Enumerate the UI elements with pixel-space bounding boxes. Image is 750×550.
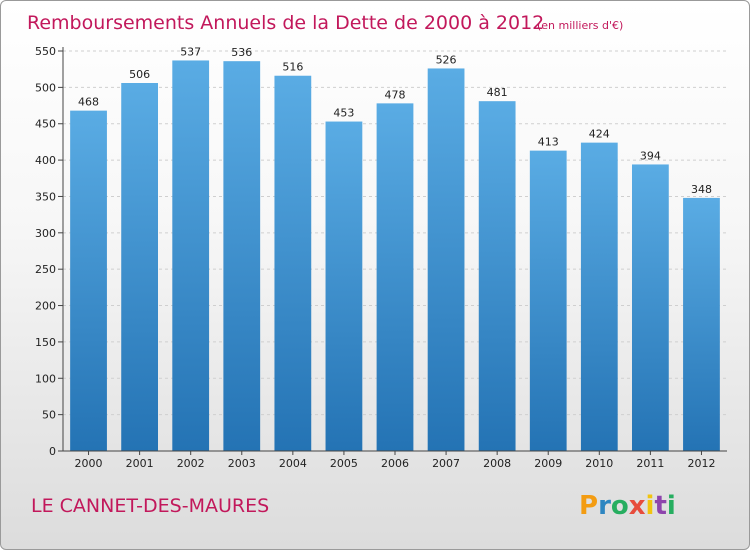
- value-label-2006: 478: [385, 88, 406, 101]
- value-label-2004: 516: [282, 61, 303, 74]
- value-label-2000: 468: [78, 96, 99, 109]
- y-tick-label: 100: [35, 372, 56, 385]
- x-tick-label-2012: 2012: [687, 457, 715, 470]
- value-label-2003: 536: [231, 46, 252, 59]
- logo-letter: t: [654, 491, 667, 521]
- bar-2011: [631, 164, 669, 452]
- x-tick-label-2010: 2010: [585, 457, 613, 470]
- y-tick-label: 350: [35, 190, 56, 203]
- x-tick-label-2007: 2007: [432, 457, 460, 470]
- bar-2000: [70, 110, 107, 452]
- logo-letter: r: [598, 491, 611, 521]
- logo-letter: x: [628, 491, 646, 521]
- y-tick-label: 200: [35, 300, 56, 313]
- bar-2012: [683, 197, 720, 451]
- y-tick-label: 250: [35, 263, 56, 276]
- value-label-2002: 537: [180, 45, 201, 58]
- bar-2009: [529, 150, 567, 452]
- y-tick-label: 400: [35, 154, 56, 167]
- axes: 0 50 100 150 200 250 300 350 400 450 500 550 2000 200…: [35, 45, 727, 470]
- bar-2006: [376, 103, 414, 451]
- commune-name: LE CANNET-DES-MAURES: [31, 495, 270, 517]
- value-label-2008: 481: [487, 86, 508, 99]
- x-tick-label-2005: 2005: [330, 457, 358, 470]
- logo-letter: i: [666, 491, 676, 521]
- x-tick-label-2003: 2003: [228, 457, 256, 470]
- x-tick-label-2008: 2008: [483, 457, 511, 470]
- value-label-2010: 424: [589, 128, 610, 141]
- x-tick-label-2009: 2009: [534, 457, 562, 470]
- x-tick-label-2001: 2001: [126, 457, 154, 470]
- y-tick-label: 300: [35, 227, 56, 240]
- value-label-2001: 506: [129, 68, 150, 81]
- proxiti-logo: Proxiti: [579, 491, 676, 521]
- value-label-2011: 394: [640, 149, 661, 162]
- logo-letter: P: [579, 491, 599, 521]
- y-tick-label: 450: [35, 118, 56, 131]
- x-tick-label-2004: 2004: [279, 457, 307, 470]
- bar-2005: [325, 121, 363, 451]
- bar-2001: [121, 83, 159, 451]
- bar-2007: [427, 68, 465, 452]
- x-tick-label-2000: 2000: [75, 457, 103, 470]
- chart-title: Remboursements Annuels de la Dette de 20…: [27, 12, 544, 34]
- bar-2004: [274, 75, 312, 452]
- y-tick-label: 50: [42, 409, 56, 422]
- bar-2008: [478, 101, 516, 451]
- value-label-2007: 526: [436, 53, 457, 66]
- value-label-2005: 453: [333, 107, 354, 120]
- bar-2002: [172, 60, 210, 452]
- y-tick-label: 150: [35, 336, 56, 349]
- bars: 468 506 537 536 516 453 478 526 481 413 424 394 348: [70, 45, 720, 452]
- value-label-2009: 413: [538, 136, 559, 149]
- logo-letter: o: [610, 491, 629, 521]
- bar-2010: [580, 142, 618, 452]
- value-label-2012: 348: [691, 183, 712, 196]
- bar-2003: [223, 61, 261, 451]
- chart-subtitle: (en milliers d'€): [537, 19, 623, 32]
- x-tick-label-2006: 2006: [381, 457, 409, 470]
- y-tick-label: 0: [49, 445, 56, 458]
- y-tick-label: 550: [35, 45, 56, 58]
- logo-letter: i: [645, 491, 655, 521]
- y-tick-label: 500: [35, 81, 56, 94]
- x-tick-label-2011: 2011: [636, 457, 664, 470]
- x-tick-label-2002: 2002: [177, 457, 205, 470]
